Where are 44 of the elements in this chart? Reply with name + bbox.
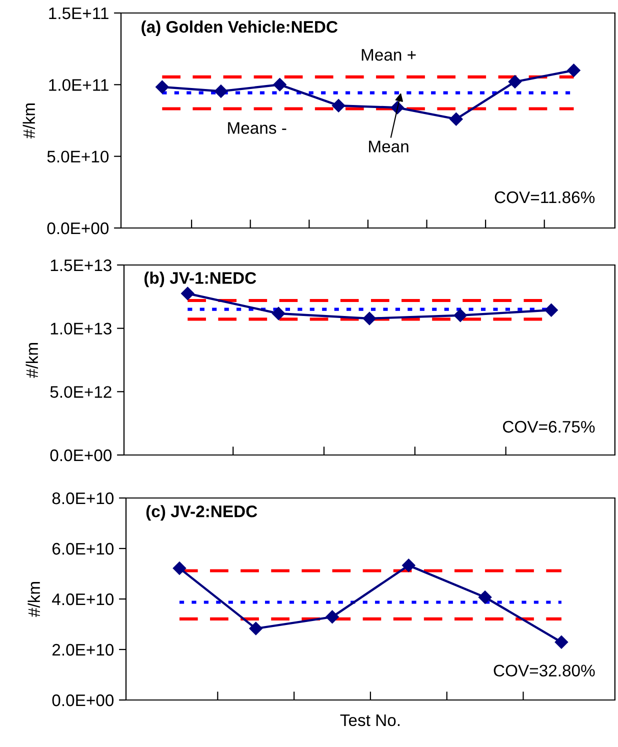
point xyxy=(273,78,286,92)
point xyxy=(214,84,228,98)
point xyxy=(362,312,376,326)
y-tick-label: 1.5E+11 xyxy=(49,8,108,20)
chart-title: (a) Golden Vehicle:NEDC xyxy=(142,20,338,36)
y-tick-label: 1.0E+13 xyxy=(50,322,112,335)
point xyxy=(172,562,186,575)
x-axis-title: Test No. xyxy=(340,714,400,726)
point xyxy=(249,622,262,636)
y-tick-label: 2.0E+10 xyxy=(52,644,114,656)
ref-line-label: Means - xyxy=(228,122,286,134)
annotation: COV=6.75% xyxy=(503,420,595,433)
y-tick-label: 5.0E+12 xyxy=(50,386,112,398)
chart-title: (c) JV-2:NEDC xyxy=(146,505,258,521)
point xyxy=(454,308,467,322)
y-tick-label: 4.0E+10 xyxy=(52,593,114,606)
y-tick-label: 5.0E+10 xyxy=(47,150,109,163)
point xyxy=(554,636,568,649)
point xyxy=(326,610,339,624)
point xyxy=(402,558,416,572)
point xyxy=(156,80,169,94)
y-axis-title: #/km xyxy=(22,104,36,138)
annotation: COV=11.86% xyxy=(494,191,595,204)
ref-line-label: Mean xyxy=(369,140,408,152)
y-tick-label: 8.0E+10 xyxy=(52,492,114,504)
annotation: COV=32.80% xyxy=(494,664,595,677)
y-tick-label: 1.0E+11 xyxy=(49,79,108,91)
y-tick-label: 0.0E+00 xyxy=(52,694,114,706)
y-axis-title: #/km xyxy=(26,343,38,378)
y-tick-label: 1.5E+13 xyxy=(50,259,112,272)
y-tick-label: 0.0E+00 xyxy=(50,449,112,462)
point xyxy=(272,306,286,320)
point xyxy=(478,590,492,604)
point xyxy=(508,75,522,88)
y-axis-title: #/km xyxy=(28,582,40,617)
y-tick-label: 6.0E+10 xyxy=(52,542,114,555)
ref-line-label: Mean + xyxy=(362,49,416,61)
y-tick-label: 0.0E+00 xyxy=(47,222,109,234)
point xyxy=(544,304,558,317)
point xyxy=(567,64,580,77)
chart-title: (b) JV-1:NEDC xyxy=(144,272,256,288)
point xyxy=(332,99,346,112)
point xyxy=(181,286,194,300)
point xyxy=(450,112,463,126)
